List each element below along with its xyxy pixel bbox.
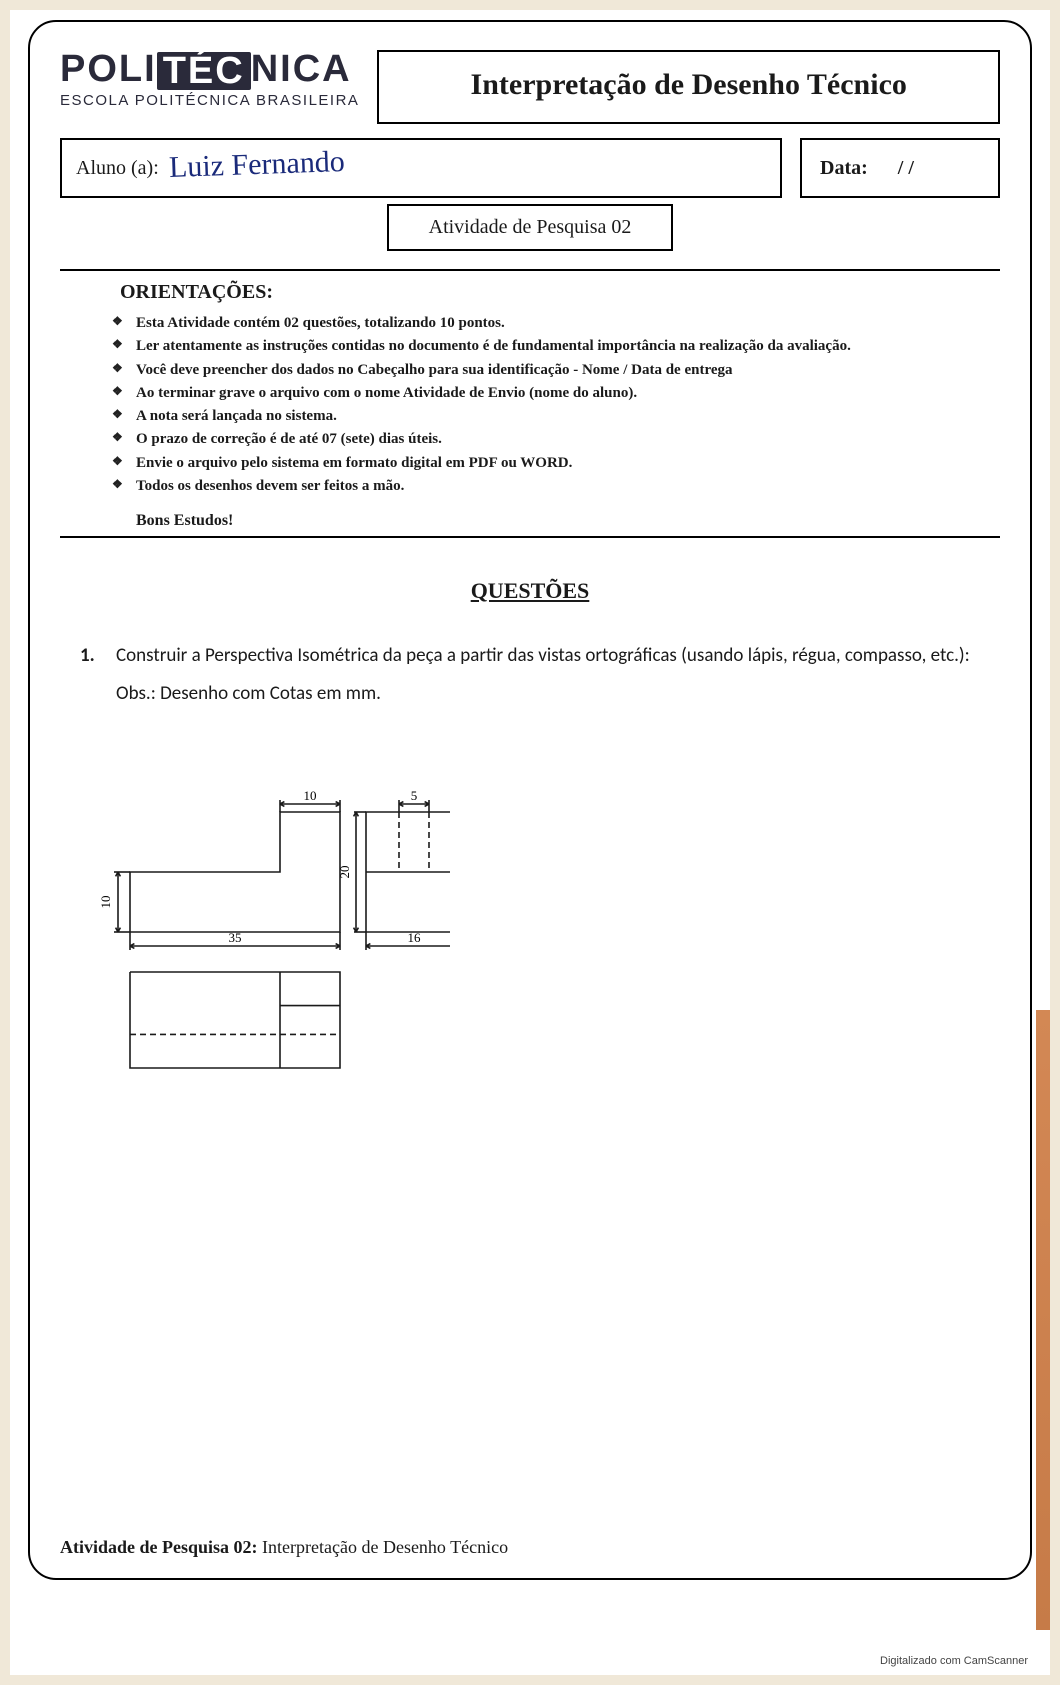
logo-text-post: NICA: [251, 48, 352, 90]
svg-text:10: 10: [98, 896, 113, 909]
divider-bottom: [60, 536, 1000, 538]
school-logo: POLITÉCNICA ESCOLA POLITÉCNICA BRASILEIR…: [60, 50, 359, 109]
questions-list: 1. Construir a Perspectiva Isométrica da…: [80, 638, 980, 712]
orient-item: Todos os desenhos devem ser feitos a mão…: [112, 475, 1000, 498]
scan-background: POLITÉCNICA ESCOLA POLITÉCNICA BRASILEIR…: [10, 10, 1050, 1675]
orient-item: A nota será lançada no sistema.: [112, 405, 1000, 428]
logo-text-pre: POLI: [60, 48, 157, 90]
orientacoes-heading: ORIENTAÇÕES:: [120, 281, 1000, 304]
camscanner-watermark: Digitalizado com CamScanner: [880, 1655, 1028, 1667]
orient-item: Ao terminar grave o arquivo com o nome A…: [112, 382, 1000, 405]
course-title: Interpretação de Desenho Técnico: [377, 50, 1000, 124]
date-value: / /: [898, 157, 914, 180]
question-text: Construir a Perspectiva Isométrica da pe…: [116, 644, 970, 667]
divider-top: [60, 269, 1000, 271]
orient-item: Você deve preencher dos dados no Cabeçal…: [112, 359, 1000, 382]
svg-text:20: 20: [337, 866, 352, 879]
orientacoes-list: Esta Atividade contém 02 questões, total…: [112, 312, 1000, 498]
student-handwritten-name: Luiz Fernando: [168, 145, 345, 185]
orient-item: O prazo de correção é de até 07 (sete) d…: [112, 428, 1000, 451]
bons-estudos: Bons Estudos!: [136, 512, 1000, 530]
date-label: Data:: [820, 157, 868, 180]
logo-subtitle: ESCOLA POLITÉCNICA BRASILEIRA: [60, 92, 359, 109]
student-label: Aluno (a):: [76, 157, 159, 180]
page-frame: POLITÉCNICA ESCOLA POLITÉCNICA BRASILEIR…: [28, 20, 1032, 1580]
svg-text:5: 5: [411, 788, 418, 803]
question-1: 1. Construir a Perspectiva Isométrica da…: [80, 638, 980, 712]
footer-rest: Interpretação de Desenho Técnico: [258, 1537, 509, 1557]
page-footer: Atividade de Pesquisa 02: Interpretação …: [60, 1537, 508, 1558]
student-name-field: Aluno (a): Luiz Fernando: [60, 138, 782, 198]
svg-text:35: 35: [229, 930, 242, 945]
orthographic-drawing: 10 10 35 5 20 16: [90, 772, 1000, 1077]
orient-item: Envie o arquivo pelo sistema em formato …: [112, 452, 1000, 475]
orient-item: Esta Atividade contém 02 questões, total…: [112, 312, 1000, 335]
logo-text-box: TÉC: [157, 52, 251, 90]
svg-text:10: 10: [304, 788, 317, 803]
header-row: POLITÉCNICA ESCOLA POLITÉCNICA BRASILEIR…: [60, 50, 1000, 124]
question-obs: Obs.: Desenho com Cotas em mm.: [116, 676, 980, 712]
footer-bold: Atividade de Pesquisa 02:: [60, 1537, 258, 1557]
orient-item: Ler atentamente as instruções contidas n…: [112, 335, 1000, 358]
date-field: Data: / /: [800, 138, 1000, 198]
activity-title-box: Atividade de Pesquisa 02: [387, 204, 674, 251]
orthographic-svg: 10 10 35 5 20 16: [90, 772, 450, 1072]
svg-text:16: 16: [408, 930, 422, 945]
questoes-heading: QUESTÕES: [60, 578, 1000, 604]
table-edge-strip: [1036, 1010, 1050, 1630]
question-number: 1.: [80, 638, 95, 674]
student-row: Aluno (a): Luiz Fernando Data: / /: [60, 138, 1000, 198]
